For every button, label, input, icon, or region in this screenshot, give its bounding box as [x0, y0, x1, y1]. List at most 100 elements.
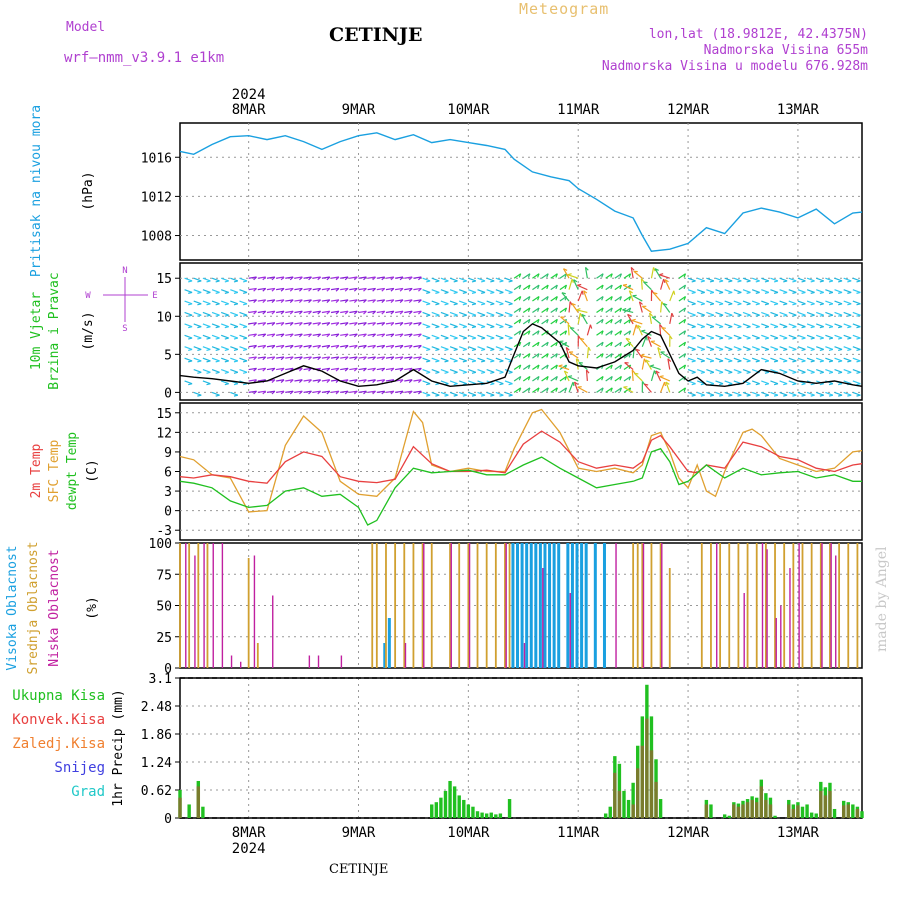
- wind-arrow-671: [462, 337, 467, 340]
- wind-arrow-961: [571, 302, 576, 306]
- wind-arrow-92: [220, 368, 229, 373]
- wind-arrow-1247: [700, 314, 705, 317]
- wind-arrow-553: [418, 379, 422, 383]
- wind-arrow-983: [576, 307, 581, 311]
- precip-conv-bar-26: [841, 805, 846, 818]
- wind-arrow-1594: [843, 334, 852, 339]
- wind-arrow-194: [257, 287, 266, 291]
- wind-arrow-1297: [719, 280, 724, 283]
- wind-arrow-765: [499, 303, 504, 306]
- wind-arrow-587: [426, 314, 431, 317]
- wind-arrow-347: [326, 299, 331, 304]
- wind-arrow-560: [413, 333, 422, 336]
- wind-arrow-838: [532, 375, 540, 382]
- wind-arrow-14: [184, 311, 193, 316]
- wind-arrow-1187: [659, 273, 664, 276]
- wind-arrow-682: [468, 391, 477, 396]
- wind-arrow-1618: [852, 323, 861, 328]
- wind-arrow-1430: [779, 391, 788, 396]
- wind-arrow-604: [431, 334, 440, 339]
- model-name: wrf–nmm_v3.9.1 e1km: [64, 50, 225, 66]
- wind-arrow-1261: [709, 360, 715, 363]
- wind-arrow-1567: [838, 371, 843, 374]
- wind-arrow-1006: [596, 296, 604, 302]
- wind-arrow-1329: [737, 348, 742, 352]
- wind-arrow-1077: [628, 273, 632, 278]
- wind-arrow-1436: [779, 357, 788, 362]
- cloud-label-low: Niska Oblacnost: [47, 549, 62, 666]
- wind-arrow-1310: [724, 323, 733, 328]
- wind-arrow-1131: [647, 335, 652, 340]
- wind-arrow-984: [583, 290, 588, 302]
- wind-arrow-1143: [652, 267, 656, 272]
- wind-arrow-807: [518, 307, 522, 312]
- wind-arrow-1379: [755, 314, 760, 317]
- wind-arrow-1621: [856, 314, 861, 317]
- wind-arrow-788: [504, 289, 513, 293]
- precip-conv-bar-0: [178, 797, 182, 818]
- wind-arrow-1533: [819, 314, 824, 317]
- wind-arrow-577: [426, 371, 431, 374]
- wind-arrow-1433: [783, 383, 788, 386]
- wind-arrow-1534: [816, 300, 824, 305]
- wind-arrow-1105: [643, 358, 647, 363]
- wind-arrow-709: [481, 371, 486, 374]
- top-day-label-0: 8MAR: [232, 102, 266, 118]
- wind-arrow-1150: [657, 347, 662, 359]
- wind-arrow-539: [408, 333, 413, 338]
- wind-arrow-1484: [797, 334, 806, 339]
- wind-arrow-1578: [834, 300, 843, 305]
- wind-arrow-1200: [678, 318, 686, 325]
- wind-arrow-888: [550, 341, 558, 348]
- wind-arrow-244: [285, 379, 294, 382]
- wind-arrow-1051: [619, 296, 622, 301]
- wind-arrow-73: [215, 360, 220, 363]
- wind-arrow-488: [385, 367, 394, 371]
- temperature-ytick-label-4: 9: [164, 446, 172, 461]
- wind-arrow-1276: [715, 391, 724, 396]
- wind-arrow-394: [340, 276, 349, 279]
- wind-arrow-389: [344, 310, 349, 315]
- wind-arrow-365: [335, 322, 340, 326]
- wind-arrow-106: [220, 289, 229, 293]
- wind-arrow-1599: [847, 314, 852, 317]
- bottom-day-label-4: 12MAR: [667, 825, 710, 841]
- wind-arrow-930: [565, 347, 570, 359]
- wind-arrow-1186: [659, 274, 670, 279]
- wind-arrow-424: [358, 356, 367, 359]
- wind-arrow-380: [340, 356, 349, 359]
- wind-arrow-500: [385, 299, 394, 302]
- wind-arrow-900: [550, 273, 558, 279]
- wind-arrow-1262: [706, 346, 715, 351]
- wind-arrow-1543: [828, 383, 834, 386]
- wind-arrow-950: [575, 358, 579, 370]
- wind-arrow-56: [202, 323, 211, 328]
- wind-arrow-505: [390, 276, 395, 281]
- wind-arrow-928: [558, 365, 570, 371]
- wind-arrow-1392: [761, 357, 770, 362]
- wind-arrow-1013: [610, 387, 613, 392]
- wind-arrow-1324: [733, 368, 742, 373]
- wind-arrow-780: [504, 334, 513, 339]
- wind-arrow-1463: [792, 337, 797, 340]
- wind-arrow-628: [440, 323, 449, 328]
- wind-arrow-1341: [737, 280, 742, 283]
- wind-arrow-207: [271, 345, 276, 349]
- wind-arrow-1391: [764, 371, 769, 374]
- wind-arrow-1283: [719, 360, 724, 363]
- precip-total-bar-6: [439, 797, 443, 818]
- wind-arrow-393: [344, 288, 349, 292]
- wind-arrow-529: [408, 390, 413, 395]
- wind-arrow-1005: [601, 307, 604, 312]
- wind-arrow-882: [550, 375, 558, 382]
- wind-arrow-872: [541, 307, 549, 313]
- wind-arrow-1359: [746, 303, 751, 306]
- wind-arrow-1410: [770, 380, 779, 385]
- wind-arrow-1496: [806, 391, 815, 396]
- wind-arrow-575: [426, 383, 431, 386]
- wind-arrow-1457: [792, 371, 797, 374]
- wind-arrow-82: [211, 300, 220, 305]
- wind-arrow-912: [559, 330, 567, 336]
- precip-conv-bar-8: [649, 750, 654, 818]
- wind-arrow-492: [385, 344, 394, 348]
